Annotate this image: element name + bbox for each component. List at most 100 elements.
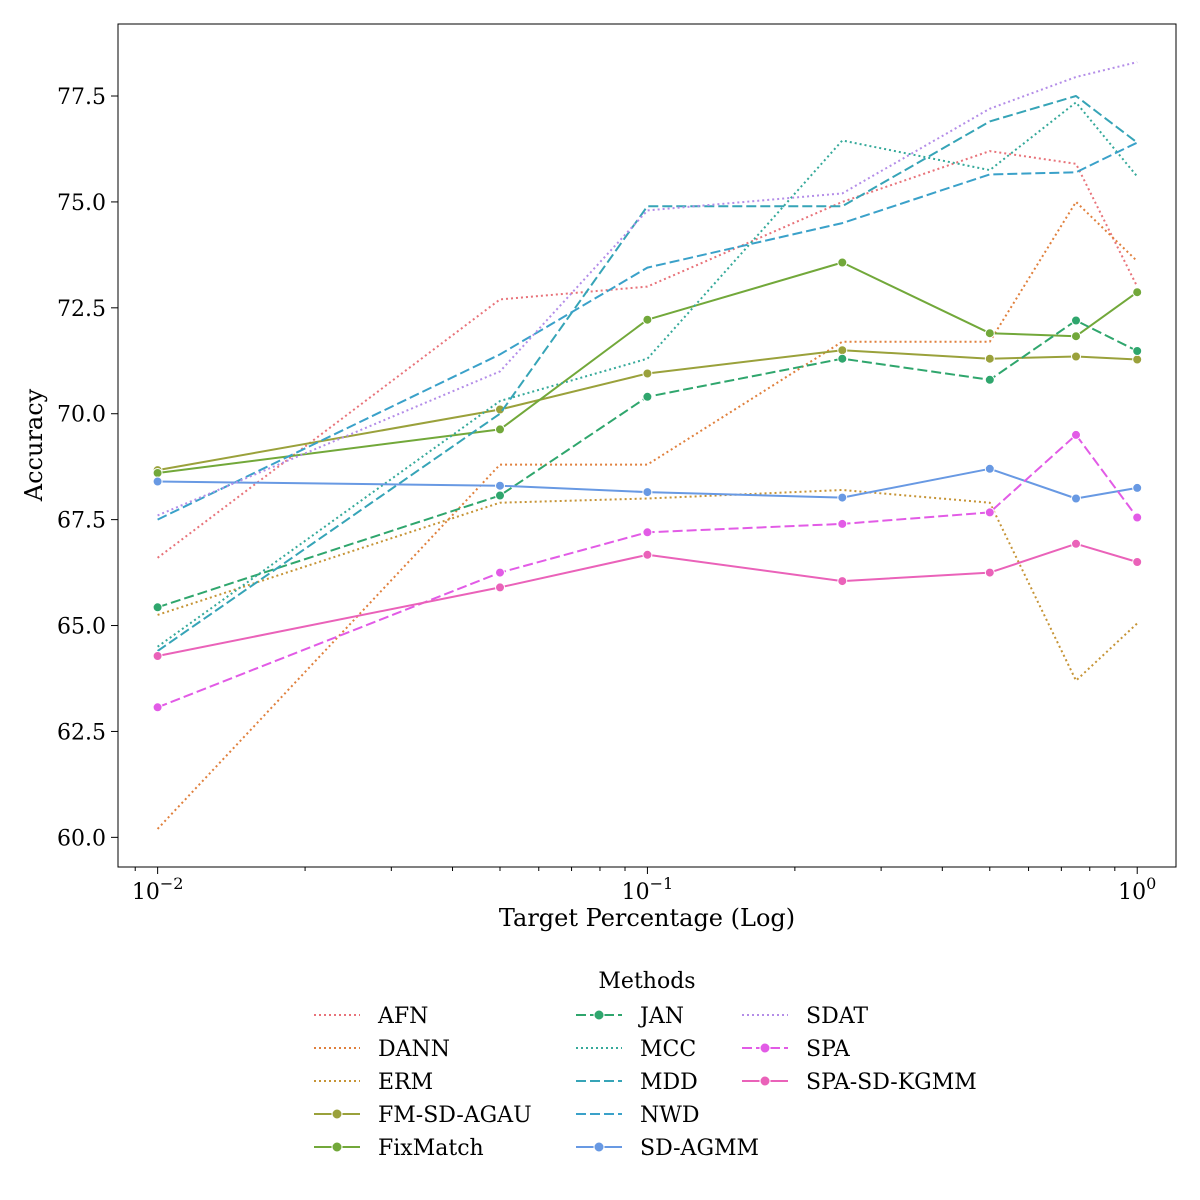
x-tick-label: 10−1 [622, 874, 674, 905]
data-point [152, 702, 163, 713]
data-point [984, 567, 995, 578]
data-point [984, 328, 995, 339]
y-axis-label: Accuracy [20, 388, 48, 502]
data-point [984, 353, 995, 364]
legend-item-erm: ERM [314, 1070, 433, 1095]
legend-label: FixMatch [378, 1136, 484, 1161]
series-sdat [157, 61, 1138, 517]
data-point [642, 368, 653, 379]
legend-item-mdd: MDD [576, 1070, 698, 1095]
legend-item-sd-agmm: SD-AGMM [576, 1136, 759, 1161]
series-sd-agmm [152, 463, 1143, 504]
series-line-erm [157, 489, 1138, 682]
data-point [642, 527, 653, 538]
legend-marker [331, 1108, 343, 1120]
legend-label: MCC [640, 1037, 696, 1062]
legend-item-nwd: NWD [576, 1103, 700, 1128]
data-point [495, 424, 505, 435]
legend: Methods AFN DANN ERM FM-SD-AGAU FixMatch JAN M… [314, 969, 977, 1161]
data-point [495, 582, 505, 593]
series-mdd [157, 95, 1138, 652]
data-point [642, 549, 653, 560]
series-line-spa-sd-kgmm [157, 542, 1138, 657]
legend-label: FM-SD-AGAU [378, 1103, 532, 1128]
series-line-mdd [157, 95, 1138, 652]
series-nwd [157, 141, 1138, 521]
data-point [1071, 331, 1081, 342]
legend-label: SPA-SD-KGMM [806, 1070, 977, 1095]
series-spa-sd-kgmm [152, 538, 1143, 661]
y-tick-label: 60.0 [57, 826, 106, 851]
series-line-fm-sd-agau [157, 349, 1138, 472]
data-point [1071, 493, 1081, 504]
legend-label: SDAT [806, 1004, 868, 1029]
legend-item-mcc: MCC [576, 1037, 696, 1062]
legend-label: AFN [377, 1004, 428, 1029]
data-point [495, 567, 505, 578]
data-point [642, 314, 653, 325]
data-point [1132, 482, 1143, 493]
x-axis-label: Target Percentage (Log) [499, 904, 795, 932]
y-tick-label: 62.5 [57, 720, 106, 745]
data-point [837, 518, 848, 529]
legend-label: NWD [640, 1103, 700, 1128]
data-point [1071, 429, 1081, 440]
data-point [1132, 354, 1143, 365]
plot-frame [117, 23, 1177, 868]
y-tick-label: 77.5 [57, 85, 106, 110]
legend-marker [759, 1075, 771, 1087]
data-point [1132, 557, 1143, 567]
legend-item-fixmatch: FixMatch [314, 1136, 484, 1161]
data-point [837, 257, 848, 268]
series-line-fixmatch [157, 261, 1138, 474]
legend-title: Methods [598, 969, 695, 994]
legend-item-dann: DANN [314, 1037, 450, 1062]
series-jan [152, 315, 1143, 613]
legend-label: DANN [378, 1037, 450, 1062]
legend-label: SPA [806, 1037, 851, 1062]
x-ticks: 10−2 10−1 100 [132, 867, 1156, 905]
data-point [984, 507, 995, 518]
legend-label: JAN [638, 1004, 684, 1029]
series-fixmatch [152, 257, 1143, 478]
legend-marker [759, 1042, 771, 1054]
series-line-nwd [157, 141, 1138, 521]
data-point [1071, 351, 1081, 362]
data-point [837, 353, 848, 364]
data-point [837, 576, 848, 587]
legend-marker [331, 1141, 343, 1153]
data-point [495, 404, 505, 415]
data-point [152, 468, 163, 478]
legend-item-spa-sd-kgmm: SPA-SD-KGMM [742, 1070, 977, 1095]
legend-label: SD-AGMM [640, 1136, 759, 1161]
data-point [642, 391, 653, 402]
data-point [1132, 346, 1143, 356]
x-tick-label: 10−2 [132, 874, 184, 905]
series-mcc [157, 101, 1138, 648]
series-spa [152, 429, 1143, 713]
series-fm-sd-agau [152, 345, 1143, 476]
data-point [1071, 315, 1081, 326]
data-point [1132, 512, 1143, 523]
data-point [984, 374, 995, 385]
series-line-mcc [157, 101, 1138, 648]
y-tick-label: 67.5 [57, 509, 106, 534]
data-point [642, 487, 653, 498]
data-point [152, 602, 163, 613]
legend-item-afn: AFN [314, 1004, 428, 1029]
legend-item-fm-sd-agau: FM-SD-AGAU [314, 1103, 532, 1128]
y-tick-label: 72.5 [57, 297, 106, 322]
series-erm [157, 489, 1138, 682]
x-tick-label: 100 [1118, 874, 1156, 905]
y-tick-label: 75.0 [57, 191, 106, 216]
y-tick-label: 65.0 [57, 615, 106, 640]
plot-lines [152, 61, 1143, 830]
y-ticks: 60.0 62.5 65.0 67.5 70.0 72.5 75.0 77.5 [57, 85, 118, 851]
legend-item-spa: SPA [742, 1037, 851, 1062]
data-point [1132, 287, 1143, 298]
data-point [837, 345, 848, 356]
legend-label: MDD [640, 1070, 698, 1095]
data-point [1071, 538, 1081, 549]
